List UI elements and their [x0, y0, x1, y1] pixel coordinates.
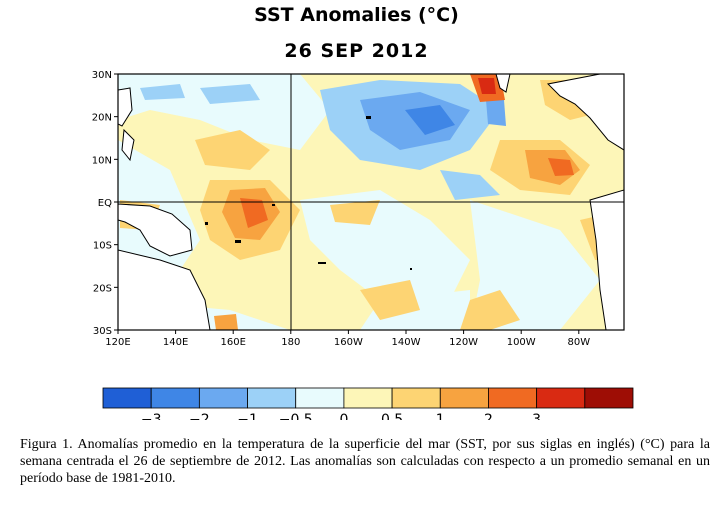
sst-anomaly-map: 30N 20N 10N EQ 10S 20S 30S 120E 140E 160E 180 160W… [92, 70, 634, 420]
colorbar-label: −2 [189, 412, 210, 420]
map-field [118, 74, 624, 330]
island-marks [205, 116, 412, 270]
colorbar-swatch [102, 387, 152, 409]
lat-tick-label: 10S [93, 241, 112, 252]
lat-tick-label: 30S [93, 326, 112, 337]
lon-tick-label: 120W [449, 337, 478, 348]
colorbar-swatch [391, 387, 441, 409]
lon-tick-label: 100W [507, 337, 536, 348]
lat-tick-label: 30N [92, 70, 112, 81]
colorbar-swatch [488, 387, 538, 409]
lon-tick-label: 80W [567, 337, 590, 348]
colorbar-label: −1 [237, 412, 258, 420]
map-title: SST Anomalies (°C) [254, 4, 459, 26]
colorbar-label: 2 [484, 412, 493, 420]
figure-caption: Figura 1. Anomalías promedio en la tempe… [20, 437, 710, 486]
lat-tick-label: EQ [98, 198, 112, 209]
colorbar-swatch [198, 387, 248, 409]
colorbar: −3 −2 −1 −0.5 0 0.5 1 2 3 [102, 387, 634, 420]
lon-tick-label: 160W [334, 337, 363, 348]
colorbar-swatch [536, 387, 586, 409]
lat-axis: 30N 20N 10N EQ 10S 20S 30S [92, 70, 118, 337]
lon-tick-label: 140W [392, 337, 421, 348]
lon-axis: 120E 140E 160E 180 160W 140W 120W 100W 80W [105, 330, 590, 348]
lon-tick-label: 140E [163, 337, 188, 348]
colorbar-swatch [295, 387, 345, 409]
lat-tick-label: 20S [93, 283, 112, 294]
colorbar-label: 1 [436, 412, 445, 420]
map-date: 26 SEP 2012 [284, 40, 429, 62]
lat-tick-label: 10N [92, 155, 112, 166]
colorbar-swatch [247, 387, 297, 409]
colorbar-label: 3 [532, 412, 541, 420]
lon-tick-label: 180 [281, 337, 300, 348]
lon-tick-label: 120E [105, 337, 130, 348]
colorbar-swatch [584, 387, 634, 409]
colorbar-swatch [439, 387, 489, 409]
colorbar-label: −3 [141, 412, 162, 420]
colorbar-label: 0 [339, 412, 348, 420]
colorbar-label: −0.5 [279, 412, 313, 420]
colorbar-swatch [343, 387, 393, 409]
colorbar-swatch [150, 387, 200, 409]
lat-tick-label: 20N [92, 113, 112, 124]
lon-tick-label: 160E [220, 337, 245, 348]
colorbar-label: 0.5 [381, 412, 403, 420]
